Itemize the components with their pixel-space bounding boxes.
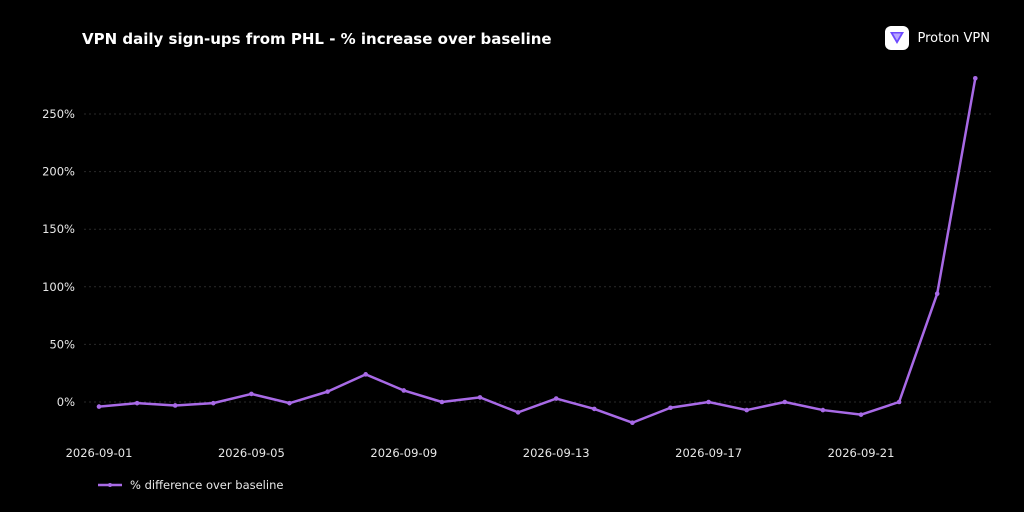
y-tick-label: 250% [42,107,75,121]
data-point [439,399,445,405]
y-tick-label: 0% [57,395,75,409]
data-point [172,403,178,408]
data-point [477,395,483,400]
series-line [97,77,977,424]
x-tick-label: 2026-09-09 [370,446,437,460]
data-point [134,400,140,406]
data-point [782,399,788,405]
data-point [934,291,940,297]
data-point [630,420,635,426]
data-point [325,389,330,394]
x-tick-label: 2026-09-05 [218,446,285,460]
data-point [896,399,902,405]
x-tick-label: 2026-09-21 [828,446,895,460]
x-tick-label: 2026-09-13 [523,446,590,460]
legend: % difference over baseline [98,478,283,492]
y-tick-label: 50% [49,337,75,351]
legend-line-swatch [98,483,122,487]
data-point [668,405,673,411]
x-tick-label: 2026-09-01 [66,446,133,460]
brand-name: Proton VPN [917,30,990,46]
data-point [363,372,369,377]
chart-title: VPN daily sign-ups from PHL - % increase… [82,30,552,48]
y-tick-label: 100% [42,280,75,294]
x-tick-label: 2026-09-17 [675,446,742,460]
y-tick-label: 200% [42,165,75,179]
data-point [973,75,978,81]
data-point [96,404,102,409]
brand: Proton VPN [885,26,990,50]
y-tick-label: 150% [42,222,75,236]
data-point [553,396,559,401]
data-point [287,400,292,406]
data-point [211,400,216,406]
data-point [515,410,521,415]
legend-label: % difference over baseline [130,478,284,492]
data-point [706,399,711,405]
data-point [401,388,407,393]
data-point [249,391,254,397]
data-point [858,412,864,417]
data-point [820,407,826,413]
data-point [592,406,597,412]
proton-vpn-logo-icon [885,26,910,50]
data-point [744,407,749,413]
